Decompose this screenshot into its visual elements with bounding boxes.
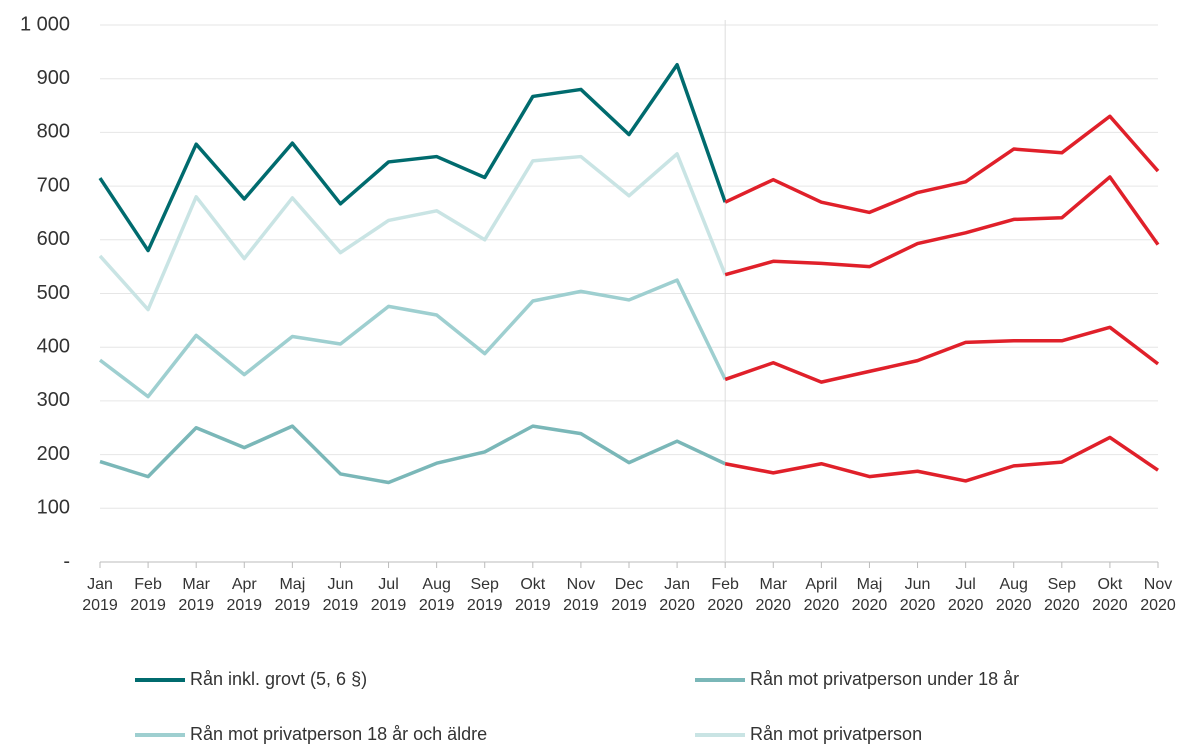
series-line xyxy=(98,278,727,399)
x-tick-label: Mar 2019 xyxy=(178,576,214,614)
x-tick-label: Sep 2020 xyxy=(1044,576,1080,614)
x-tick-label: Jun 2020 xyxy=(899,576,936,614)
x-tick-label: Maj 2020 xyxy=(851,576,888,614)
y-tick-label: 600 xyxy=(37,228,70,250)
x-tick-label: Okt 2019 xyxy=(515,576,551,614)
legend-label: Rån mot privatperson 18 år och äldre xyxy=(190,724,487,744)
y-tick-label: 700 xyxy=(37,174,70,196)
series-line xyxy=(724,114,1160,215)
x-tick-label: Mar 2020 xyxy=(755,576,792,614)
series-line xyxy=(98,62,727,253)
x-tick-label: April 2020 xyxy=(803,576,840,614)
y-tick-label: 900 xyxy=(37,67,70,89)
x-tick-label: Okt 2020 xyxy=(1092,576,1128,614)
y-tick-label: 500 xyxy=(37,282,70,304)
y-tick-label: 300 xyxy=(37,389,70,411)
x-tick-label: Sep 2019 xyxy=(466,576,503,614)
x-tick-label: Jul 2020 xyxy=(947,576,984,614)
legend-label: Rån mot privatperson xyxy=(750,724,922,744)
x-tick-label: Apr 2019 xyxy=(226,576,263,614)
y-tick-label: 800 xyxy=(37,121,70,143)
y-tick-label: - xyxy=(63,550,70,572)
x-tick-label: Jan 2020 xyxy=(659,576,695,614)
series-line xyxy=(724,325,1160,384)
x-tick-label: Nov 2020 xyxy=(1140,576,1176,614)
y-tick-label: 400 xyxy=(37,335,70,357)
series-line xyxy=(724,435,1159,483)
x-tick-label: Aug 2019 xyxy=(418,576,455,614)
x-tick-label: Jan 2019 xyxy=(82,576,118,614)
x-tick-label: Maj 2019 xyxy=(274,576,311,614)
x-tick-label: Nov 2019 xyxy=(563,576,599,614)
legend-label: Rån inkl. grovt (5, 6 §) xyxy=(190,669,367,689)
series-line xyxy=(724,175,1160,277)
x-tick-label: Jun 2019 xyxy=(322,576,359,614)
x-tick-label: Aug 2020 xyxy=(995,576,1032,614)
x-tick-label: Feb 2019 xyxy=(130,576,166,614)
legend-label: Rån mot privatperson under 18 år xyxy=(750,669,1019,689)
x-tick-label: Jul 2019 xyxy=(370,576,407,614)
y-tick-label: 1 000 xyxy=(20,13,70,35)
y-tick-label: 200 xyxy=(37,443,70,465)
x-tick-label: Dec 2019 xyxy=(611,576,647,614)
x-tick-label: Feb 2020 xyxy=(707,576,743,614)
series-line xyxy=(98,152,727,312)
y-tick-label: 100 xyxy=(37,497,70,519)
series-line xyxy=(99,424,726,485)
